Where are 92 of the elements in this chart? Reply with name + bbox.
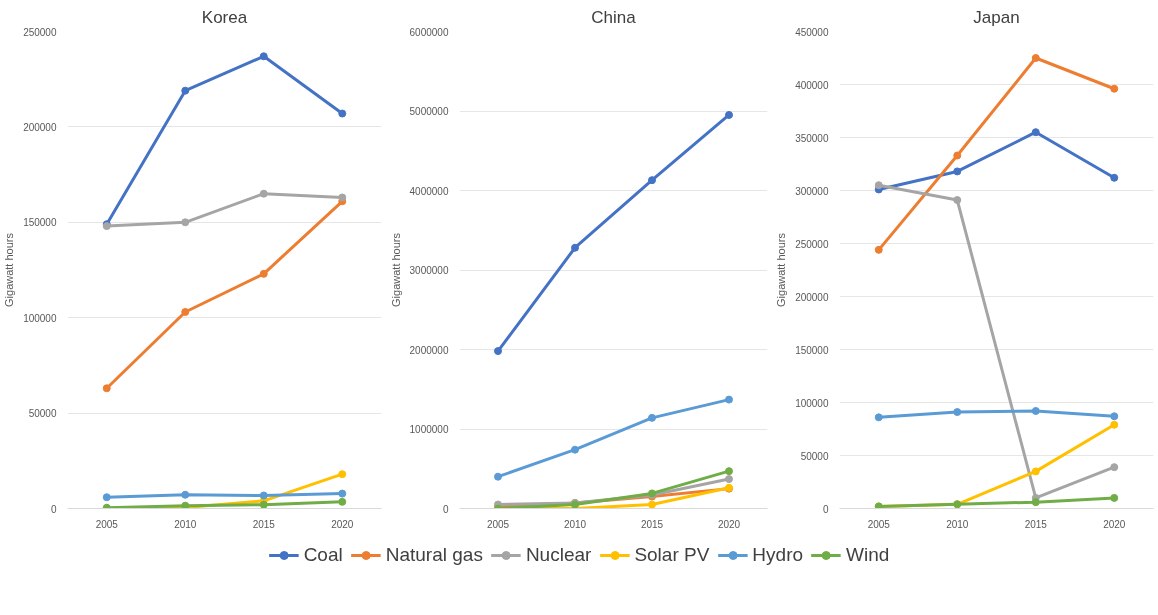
x-tick-label: 2010 [174, 518, 197, 530]
y-tick-label: 4000000 [409, 185, 449, 197]
point [1110, 463, 1119, 472]
point [338, 497, 347, 506]
point [725, 467, 733, 476]
point [181, 86, 190, 95]
y-axis-title: Gigawatt hours [775, 232, 788, 307]
chart-title: Korea [201, 7, 248, 27]
y-tick-label: 0 [50, 503, 57, 515]
point [181, 307, 190, 316]
point [338, 470, 347, 479]
point [874, 181, 883, 190]
x-tick-label: 2005 [95, 518, 119, 530]
point [874, 413, 883, 422]
y-tick-label: 0 [442, 503, 449, 515]
point [259, 491, 268, 500]
point [1031, 498, 1040, 507]
point [181, 490, 190, 499]
legend-label: Wind [846, 544, 890, 566]
y-tick-label: 150000 [23, 217, 57, 229]
x-tick-label: 2010 [946, 518, 969, 530]
point [494, 472, 502, 481]
point [494, 347, 502, 356]
y-tick-label: 200000 [23, 121, 57, 133]
point [953, 196, 962, 205]
x-tick-label: 2010 [563, 518, 587, 530]
point [1110, 420, 1119, 429]
y-tick-label: 50000 [28, 408, 57, 420]
y-tick-label: 450000 [795, 26, 829, 38]
point [1031, 467, 1040, 476]
legend-label: Coal [303, 544, 343, 566]
point [259, 500, 268, 509]
legend-label: Natural gas [385, 544, 483, 566]
y-tick-label: 6000000 [409, 26, 449, 38]
point [571, 243, 579, 252]
y-tick-label: 350000 [795, 132, 829, 144]
legend-label: Hydro [752, 544, 804, 566]
point [1110, 412, 1119, 421]
y-tick-label: 5000000 [409, 106, 449, 117]
point [953, 167, 962, 176]
point [1031, 54, 1040, 62]
point [1110, 84, 1119, 93]
y-tick-label: 100000 [795, 397, 829, 409]
y-tick-label: 250000 [23, 26, 57, 38]
point [259, 269, 268, 278]
point [338, 193, 347, 202]
y-tick-label: 3000000 [409, 265, 449, 276]
y-tick-label: 100000 [23, 312, 57, 324]
point [259, 52, 268, 61]
x-tick-label: 2020 [717, 518, 741, 530]
point [1110, 173, 1119, 182]
y-tick-label: 250000 [795, 238, 829, 250]
point [648, 413, 656, 422]
y-tick-label: 50000 [800, 450, 829, 462]
legend-label: Nuclear [525, 544, 592, 566]
legend-label: Solar PV [634, 544, 710, 566]
y-tick-label: 1000000 [409, 424, 449, 435]
point [259, 189, 268, 198]
point [874, 245, 883, 254]
chart-title: China [591, 7, 637, 27]
point [725, 475, 733, 484]
y-tick-label: 0 [822, 503, 829, 515]
point [953, 408, 962, 417]
point [338, 109, 347, 118]
x-tick-label: 2020 [1103, 518, 1126, 530]
point [953, 151, 962, 160]
x-tick-label: 2020 [331, 518, 354, 530]
y-tick-label: 2000000 [409, 344, 449, 356]
point [102, 493, 111, 502]
point [725, 110, 733, 119]
point [571, 445, 579, 454]
x-tick-label: 2015 [640, 518, 664, 530]
point [648, 176, 656, 185]
point [102, 384, 111, 393]
y-axis-title: Gigawatt hours [3, 232, 16, 307]
y-tick-label: 150000 [795, 344, 829, 356]
chart-title: Japan [973, 7, 1020, 27]
y-tick-label: 200000 [795, 291, 829, 303]
x-tick-label: 2015 [1024, 518, 1048, 530]
point [338, 489, 347, 498]
y-axis-title: Gigawatt hours [389, 232, 402, 307]
x-tick-label: 2005 [486, 518, 510, 530]
point [1031, 128, 1040, 137]
y-tick-label: 300000 [795, 185, 829, 197]
point [648, 500, 656, 509]
point [1110, 493, 1119, 502]
x-tick-label: 2015 [252, 518, 276, 530]
point [1031, 406, 1040, 415]
x-tick-label: 2005 [867, 518, 891, 530]
point [725, 395, 733, 404]
y-tick-label: 400000 [795, 79, 829, 91]
point [181, 218, 190, 227]
